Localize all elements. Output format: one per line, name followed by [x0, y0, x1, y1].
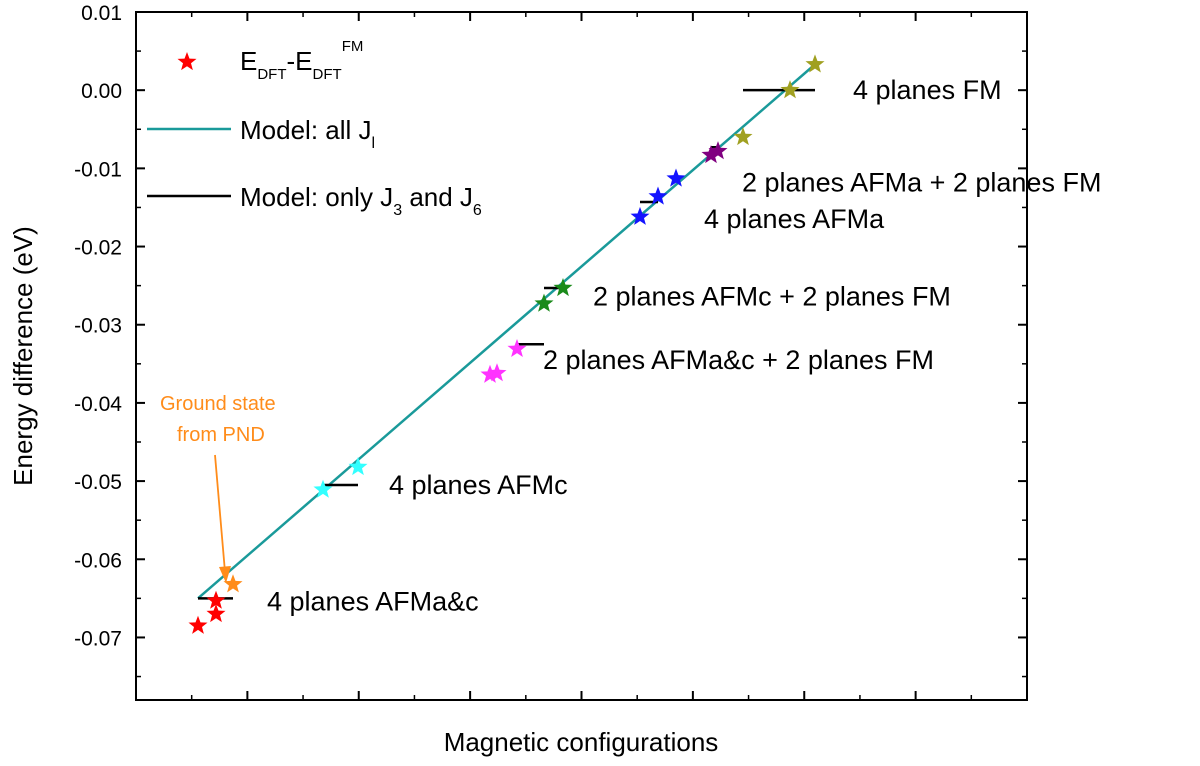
dft-point: [733, 127, 753, 146]
configuration-label: 4 planes FM: [853, 75, 1002, 105]
dft-point: [480, 364, 500, 383]
dft-point: [223, 574, 243, 593]
y-tick-label: -0.03: [74, 315, 122, 338]
dft-point: [701, 145, 721, 164]
dft-point: [487, 363, 507, 382]
dft-points: [188, 54, 825, 634]
dft-point: [313, 479, 333, 498]
annotation-line1: Ground state: [160, 393, 276, 415]
y-axis-ticks: 0.01 0.00 -0.01 -0.02 -0.03 -0.04 -0.05 -0.06 -0…: [74, 2, 1027, 678]
y-tick-label: -0.07: [74, 627, 122, 650]
annotation-arrow: [214, 454, 226, 573]
dft-point: [553, 277, 573, 297]
dft-point: [507, 338, 527, 358]
annotation-line2: from PND: [177, 424, 265, 446]
y-tick-label: -0.06: [74, 549, 122, 572]
dft-point: [666, 168, 686, 187]
y-tick-label: -0.02: [74, 237, 122, 260]
configuration-label: 2 planes AFMa + 2 planes FM: [742, 167, 1101, 197]
y-tick-label: 0.01: [81, 2, 122, 25]
dft-point: [708, 141, 728, 160]
x-axis-title: Magnetic configurations: [444, 727, 719, 757]
legend-model-all-label: Model: all Jl: [240, 115, 375, 152]
y-tick-label: -0.01: [74, 158, 122, 181]
dft-point: [630, 206, 650, 225]
legend: EDFT-EDFTFM Model: all Jl Model: only J3…: [147, 38, 482, 219]
configuration-label: 2 planes AFMa&c + 2 planes FM: [543, 345, 934, 375]
x-axis-ticks: [135, 12, 1028, 700]
annotation-arrowhead: [219, 566, 231, 583]
legend-model-only-label: Model: only J3 and J6: [240, 182, 482, 219]
ground-state-annotation: Ground state from PND: [160, 393, 276, 583]
legend-star-marker: [177, 52, 197, 71]
dft-point: [206, 604, 226, 623]
dft-point: [206, 590, 226, 609]
legend-dft-label: EDFT-EDFTFM: [240, 38, 363, 83]
dft-point: [780, 80, 800, 99]
y-tick-label: -0.05: [74, 471, 122, 494]
dft-point: [348, 457, 368, 476]
y-axis-title: Energy difference (eV): [8, 226, 38, 486]
y-tick-label: -0.04: [74, 393, 122, 416]
configuration-label: 4 planes AFMa&c: [267, 586, 479, 616]
dft-point: [648, 186, 668, 205]
configuration-label: 2 planes AFMc + 2 planes FM: [593, 282, 951, 312]
configuration-label: 4 planes AFMc: [389, 470, 568, 500]
configuration-labels: 4 planes FM 2 planes AFMa + 2 planes FM 4 …: [267, 75, 1101, 616]
configuration-label: 4 planes AFMa: [704, 204, 885, 234]
dft-point: [534, 293, 554, 312]
dft-point: [188, 615, 208, 634]
y-tick-label: 0.00: [81, 80, 122, 103]
dft-point: [805, 54, 825, 73]
